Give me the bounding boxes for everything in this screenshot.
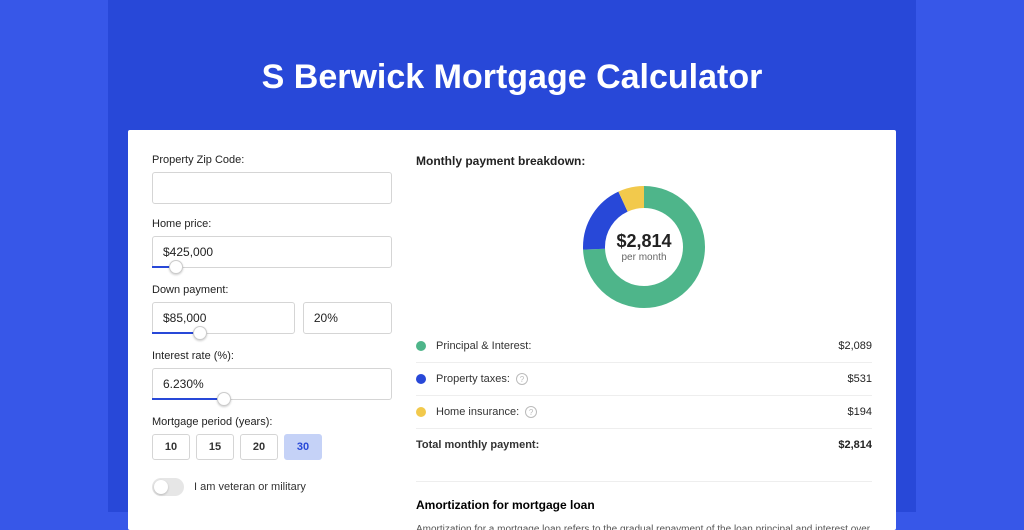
period-btn-30[interactable]: 30: [284, 434, 322, 460]
period-btn-20[interactable]: 20: [240, 434, 278, 460]
price-slider-thumb[interactable]: [169, 260, 183, 274]
calculator-card: Property Zip Code: Home price: Down paym…: [128, 130, 896, 530]
amortization-text: Amortization for a mortgage loan refers …: [416, 522, 872, 530]
price-label: Home price:: [152, 218, 392, 230]
rate-label: Interest rate (%):: [152, 350, 392, 362]
price-slider[interactable]: [152, 266, 392, 270]
period-label: Mortgage period (years):: [152, 416, 392, 428]
rate-input[interactable]: [152, 368, 392, 400]
amortization-section: Amortization for mortgage loan Amortizat…: [416, 481, 872, 530]
legend-row: Property taxes:?$531: [416, 363, 872, 396]
zip-field: Property Zip Code:: [152, 154, 392, 204]
breakdown-column: Monthly payment breakdown: $2,814 per mo…: [416, 154, 872, 506]
info-icon[interactable]: ?: [525, 406, 537, 418]
legend-value: $531: [848, 373, 872, 385]
donut-chart: $2,814 per month: [579, 182, 709, 312]
price-field: Home price:: [152, 218, 392, 270]
page-title: S Berwick Mortgage Calculator: [0, 58, 1024, 97]
period-field: Mortgage period (years): 10152030: [152, 416, 392, 460]
rate-slider-thumb[interactable]: [217, 392, 231, 406]
down-pct-input[interactable]: [303, 302, 392, 334]
zip-input[interactable]: [152, 172, 392, 204]
zip-label: Property Zip Code:: [152, 154, 392, 166]
legend-total-label: Total monthly payment:: [416, 439, 838, 451]
veteran-toggle[interactable]: [152, 478, 184, 496]
donut-amount: $2,814: [616, 231, 671, 252]
form-column: Property Zip Code: Home price: Down paym…: [152, 154, 392, 506]
legend-dot: [416, 374, 426, 384]
donut-chart-wrap: $2,814 per month: [416, 182, 872, 312]
veteran-label: I am veteran or military: [194, 481, 306, 493]
legend-value: $194: [848, 406, 872, 418]
veteran-row: I am veteran or military: [152, 478, 392, 496]
rate-slider[interactable]: [152, 398, 392, 402]
legend-total-value: $2,814: [838, 439, 872, 451]
legend-label: Home insurance:?: [436, 406, 848, 418]
legend-row: Principal & Interest:$2,089: [416, 330, 872, 363]
price-input[interactable]: [152, 236, 392, 268]
down-amount-input[interactable]: [152, 302, 295, 334]
down-label: Down payment:: [152, 284, 392, 296]
amortization-title: Amortization for mortgage loan: [416, 498, 872, 512]
legend-total-row: Total monthly payment: $2,814: [416, 429, 872, 461]
period-btn-15[interactable]: 15: [196, 434, 234, 460]
legend-label: Property taxes:?: [436, 373, 848, 385]
donut-sub: per month: [616, 252, 671, 263]
down-field: Down payment:: [152, 284, 392, 336]
legend-value: $2,089: [838, 340, 872, 352]
legend-label: Principal & Interest:: [436, 340, 838, 352]
legend-dot: [416, 407, 426, 417]
rate-field: Interest rate (%):: [152, 350, 392, 402]
legend-row: Home insurance:?$194: [416, 396, 872, 429]
down-slider[interactable]: [152, 332, 392, 336]
info-icon[interactable]: ?: [516, 373, 528, 385]
breakdown-title: Monthly payment breakdown:: [416, 154, 872, 168]
down-slider-thumb[interactable]: [193, 326, 207, 340]
period-btn-10[interactable]: 10: [152, 434, 190, 460]
legend-dot: [416, 341, 426, 351]
